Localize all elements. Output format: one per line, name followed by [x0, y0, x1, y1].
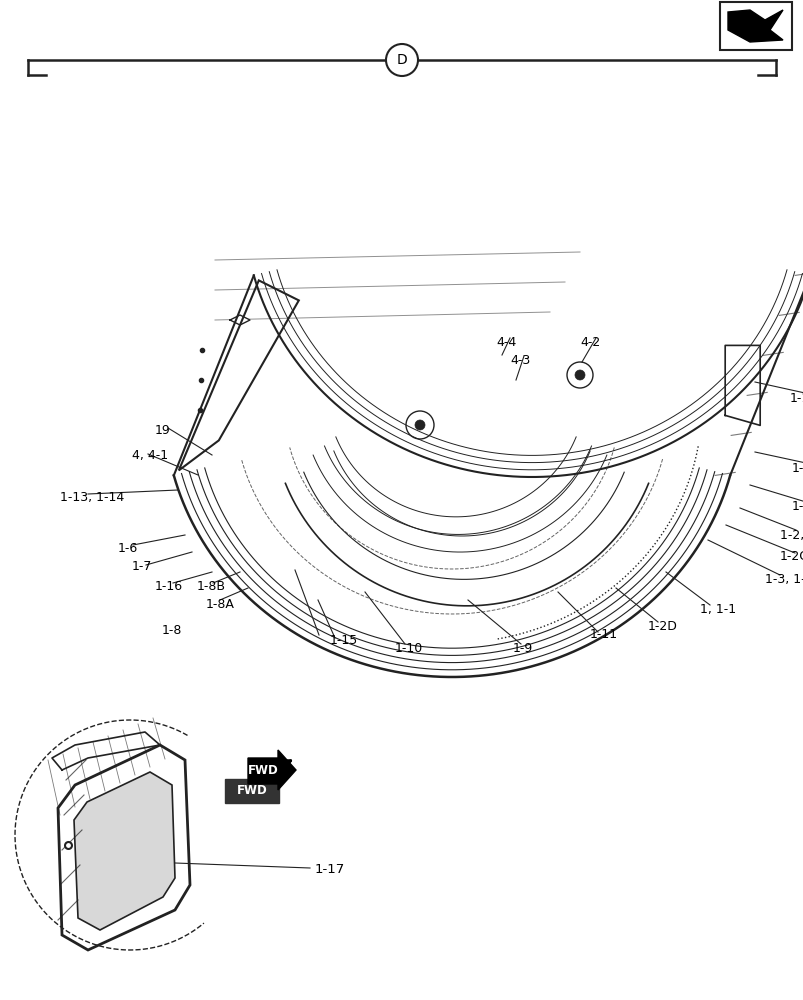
Text: 4-4: 4-4 [495, 336, 516, 349]
Text: 1-9: 1-9 [512, 642, 532, 654]
Text: 1-2, 1-2A: 1-2, 1-2A [779, 528, 803, 542]
Text: 19: 19 [155, 424, 170, 436]
Polygon shape [727, 10, 782, 42]
Text: 1, 1-1: 1, 1-1 [699, 603, 736, 616]
Text: 1-10: 1-10 [394, 642, 422, 654]
Text: 1-17: 1-17 [315, 863, 344, 876]
Text: FWD: FWD [247, 764, 278, 778]
Text: 1-2D: 1-2D [647, 619, 677, 632]
Text: 4-3: 4-3 [509, 354, 530, 366]
Text: 1-8A: 1-8A [206, 597, 234, 610]
FancyBboxPatch shape [225, 779, 279, 803]
Circle shape [414, 420, 425, 430]
Text: 1-1H: 1-1H [789, 391, 803, 404]
Text: 1-7: 1-7 [132, 560, 153, 574]
Text: 1-3, 1-4, 1-5: 1-3, 1-4, 1-5 [764, 574, 803, 586]
Text: D: D [396, 53, 407, 67]
Text: 1-8: 1-8 [161, 624, 181, 636]
Text: 1-2D: 1-2D [791, 462, 803, 475]
Polygon shape [247, 750, 296, 790]
Circle shape [385, 44, 418, 76]
Polygon shape [74, 772, 175, 930]
Text: 1-12: 1-12 [791, 500, 803, 514]
Circle shape [574, 370, 585, 380]
Text: 4, 4-1: 4, 4-1 [132, 448, 168, 462]
Text: 1-11: 1-11 [589, 628, 618, 642]
FancyBboxPatch shape [719, 2, 791, 50]
Polygon shape [230, 315, 250, 325]
Text: 4-2: 4-2 [579, 336, 600, 349]
Text: 1-2C: 1-2C [779, 550, 803, 564]
Text: 1-15: 1-15 [329, 634, 358, 646]
Text: 1-16: 1-16 [155, 580, 183, 592]
Text: 1-13, 1-14: 1-13, 1-14 [60, 491, 124, 504]
Text: 1-6: 1-6 [118, 542, 138, 554]
Text: FWD: FWD [236, 784, 267, 797]
Text: 1-8B: 1-8B [197, 580, 226, 592]
